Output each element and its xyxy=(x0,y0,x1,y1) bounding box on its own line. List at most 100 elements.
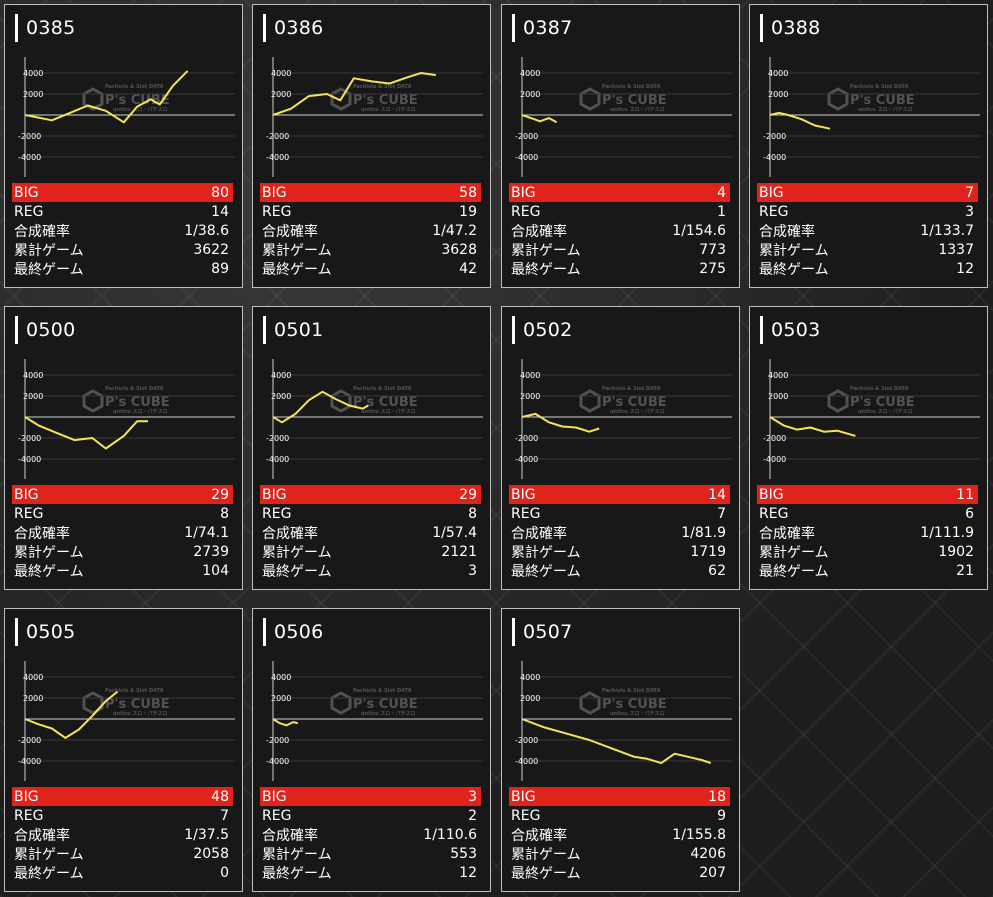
total-games-value: 3622 xyxy=(193,241,229,258)
reg-value: 9 xyxy=(717,807,726,824)
y-tick-label: 4000 xyxy=(520,69,540,78)
watermark-top-text: Pachislo & Slot DATA xyxy=(353,688,412,694)
combined-probability-value: 1/81.9 xyxy=(681,524,726,541)
y-tick-label: -4000 xyxy=(266,757,289,766)
reg-count-row: REG 2 xyxy=(260,806,481,825)
watermark-brand-text: P's CUBE xyxy=(353,697,418,712)
watermark-sub-text: unitcu スロ・パチスロ xyxy=(610,106,665,113)
big-label: BIG xyxy=(511,184,536,201)
big-value: 3 xyxy=(468,788,477,805)
machine-card[interactable]: 0385 Pachislo & Slot DATA P's CUBE unitcu ス… xyxy=(4,4,243,288)
total-games-label: 累計ゲーム xyxy=(262,242,332,259)
reg-label: REG xyxy=(14,807,44,824)
y-tick-label: 2000 xyxy=(271,90,291,99)
machine-card[interactable]: 0500 Pachislo & Slot DATA P's CUBE unitcu ス… xyxy=(4,306,243,590)
y-tick-label: 4000 xyxy=(768,69,788,78)
reg-label: REG xyxy=(262,505,292,522)
watermark-sub-text: unitcu スロ・パチスロ xyxy=(361,408,416,415)
big-label: BIG xyxy=(14,184,39,201)
last-game-value: 104 xyxy=(202,562,229,579)
machine-card[interactable]: 0501 Pachislo & Slot DATA P's CUBE unitcu ス… xyxy=(252,306,491,590)
big-count-row: BIG 29 xyxy=(12,485,233,504)
y-tick-label: -2000 xyxy=(763,132,786,141)
last-game-row: 最終ゲーム 104 xyxy=(12,561,233,580)
total-games-value: 1902 xyxy=(938,543,974,560)
combined-probability-value: 1/110.6 xyxy=(423,826,477,843)
reg-value: 8 xyxy=(220,505,229,522)
y-tick-label: -2000 xyxy=(515,132,538,141)
big-count-row: BIG 58 xyxy=(260,183,481,202)
last-game-value: 21 xyxy=(956,562,974,579)
watermark-sub-text: unitcu スロ・パチスロ xyxy=(858,106,913,113)
last-game-label: 最終ゲーム xyxy=(14,865,84,882)
combined-probability-value: 1/38.6 xyxy=(184,222,229,239)
big-value: 11 xyxy=(956,486,974,503)
stats-table: BIG 7 REG 3 合成確率 1/133.7 累計ゲーム 1337 最終ゲーム 12 xyxy=(757,183,978,278)
last-game-label: 最終ゲーム xyxy=(759,563,829,580)
machine-card[interactable]: 0506 Pachislo & Slot DATA P's CUBE unitcu ス… xyxy=(252,608,491,892)
total-games-row: 累計ゲーム 1902 xyxy=(757,542,978,561)
last-game-row: 最終ゲーム 12 xyxy=(757,259,978,278)
reg-count-row: REG 8 xyxy=(260,504,481,523)
combined-probability-row: 合成確率 1/111.9 xyxy=(757,523,978,542)
total-games-value: 553 xyxy=(450,845,477,862)
y-tick-label: 2000 xyxy=(768,392,788,401)
machine-card[interactable]: 0502 Pachislo & Slot DATA P's CUBE unitcu ス… xyxy=(501,306,740,590)
watermark-top-text: Pachislo & Slot DATA xyxy=(602,84,661,90)
combined-probability-value: 1/154.6 xyxy=(672,222,726,239)
big-count-row: BIG 14 xyxy=(509,485,730,504)
big-label: BIG xyxy=(262,184,287,201)
machine-card[interactable]: 0505 Pachislo & Slot DATA P's CUBE unitcu ス… xyxy=(4,608,243,892)
cube-logo-icon xyxy=(579,691,601,715)
stats-table: BIG 48 REG 7 合成確率 1/37.5 累計ゲーム 2058 最終ゲーム 0 xyxy=(12,787,233,882)
last-game-value: 12 xyxy=(956,260,974,277)
machine-number: 0385 xyxy=(15,14,76,42)
y-tick-label: -2000 xyxy=(18,434,41,443)
stats-table: BIG 80 REG 14 合成確率 1/38.6 累計ゲーム 3622 最終ゲーム 89 xyxy=(12,183,233,278)
watermark-sub-text: unitcu スロ・パチスロ xyxy=(858,408,913,415)
machine-card[interactable]: 0503 Pachislo & Slot DATA P's CUBE unitcu ス… xyxy=(749,306,988,590)
watermark-sub-text: unitcu スロ・パチスロ xyxy=(361,710,416,717)
stats-table: BIG 29 REG 8 合成確率 1/57.4 累計ゲーム 2121 最終ゲーム 3 xyxy=(260,485,481,580)
slump-line xyxy=(24,690,119,739)
combined-probability-label: 合成確率 xyxy=(511,525,567,542)
reg-count-row: REG 3 xyxy=(757,202,978,221)
combined-probability-row: 合成確率 1/38.6 xyxy=(12,221,233,240)
stats-table: BIG 11 REG 6 合成確率 1/111.9 累計ゲーム 1902 最終ゲーム 21 xyxy=(757,485,978,580)
y-tick-label: 2000 xyxy=(23,392,43,401)
reg-value: 1 xyxy=(717,203,726,220)
big-label: BIG xyxy=(14,486,39,503)
y-tick-label: 2000 xyxy=(768,90,788,99)
big-count-row: BIG 4 xyxy=(509,183,730,202)
machine-number: 0505 xyxy=(15,618,76,646)
y-tick-label: 4000 xyxy=(271,371,291,380)
watermark-sub-text: unitcu スロ・パチスロ xyxy=(113,710,168,717)
total-games-value: 2058 xyxy=(193,845,229,862)
watermark-brand-text: P's CUBE xyxy=(602,93,667,108)
machine-card[interactable]: 0388 Pachislo & Slot DATA P's CUBE unitcu ス… xyxy=(749,4,988,288)
machine-card[interactable]: 0387 Pachislo & Slot DATA P's CUBE unitcu ス… xyxy=(501,4,740,288)
stats-table: BIG 29 REG 8 合成確率 1/74.1 累計ゲーム 2739 最終ゲーム 104 xyxy=(12,485,233,580)
slump-line xyxy=(769,416,856,437)
machine-number: 0386 xyxy=(263,14,324,42)
last-game-row: 最終ゲーム 207 xyxy=(509,863,730,882)
total-games-row: 累計ゲーム 2739 xyxy=(12,542,233,561)
watermark-top-text: Pachislo & Slot DATA xyxy=(353,84,412,90)
big-count-row: BIG 3 xyxy=(260,787,481,806)
combined-probability-label: 合成確率 xyxy=(759,525,815,542)
machine-number: 0503 xyxy=(760,316,821,344)
y-tick-label: -2000 xyxy=(18,736,41,745)
last-game-label: 最終ゲーム xyxy=(14,261,84,278)
y-tick-label: 4000 xyxy=(271,69,291,78)
machine-card[interactable]: 0386 Pachislo & Slot DATA P's CUBE unitcu ス… xyxy=(252,4,491,288)
machine-card[interactable]: 0507 Pachislo & Slot DATA P's CUBE unitcu ス… xyxy=(501,608,740,892)
last-game-value: 42 xyxy=(459,260,477,277)
y-tick-label: 4000 xyxy=(271,673,291,682)
reg-count-row: REG 14 xyxy=(12,202,233,221)
